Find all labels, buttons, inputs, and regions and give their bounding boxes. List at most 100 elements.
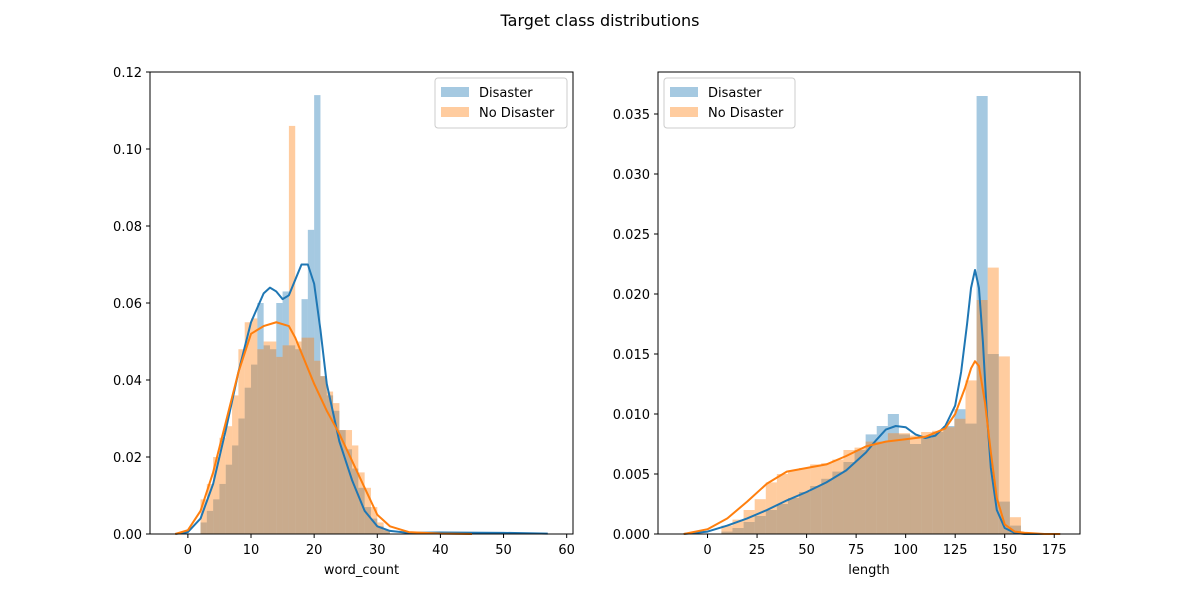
histogram-bar <box>943 426 955 534</box>
histogram-bar <box>987 267 999 534</box>
histogram-bar <box>333 403 340 534</box>
histogram-bar <box>898 433 911 534</box>
histogram-bar <box>810 464 822 534</box>
x-tick-label: 25 <box>749 543 766 558</box>
histogram-bar <box>352 468 359 534</box>
histogram-bar <box>326 391 334 534</box>
histogram-bar <box>206 510 214 534</box>
x-tick-label: 125 <box>943 543 968 558</box>
histogram-bar <box>799 492 811 534</box>
legend-swatch <box>441 107 469 117</box>
histogram-bar <box>965 423 977 534</box>
histogram-bar <box>887 433 899 534</box>
histogram-bar <box>282 345 289 534</box>
histogram-bar <box>364 487 371 534</box>
histogram-bar <box>821 478 833 534</box>
kde-line-disaster <box>175 263 548 535</box>
histogram-bar <box>965 380 977 534</box>
histogram-bar <box>364 507 371 534</box>
histogram-bar <box>865 434 877 534</box>
y-tick-label: 0.035 <box>613 108 650 123</box>
histogram-bar <box>854 447 866 534</box>
legend-box <box>434 77 568 129</box>
histogram-bar <box>976 96 988 534</box>
histogram-bar <box>910 435 922 534</box>
histogram-series-disaster <box>721 96 1021 534</box>
histogram-bar <box>269 349 277 534</box>
histogram-bar <box>865 441 877 534</box>
histogram-series-no-disaster <box>721 267 1021 534</box>
histogram-bar <box>921 432 933 534</box>
histogram-bar <box>721 525 733 534</box>
histogram-bar <box>954 409 966 534</box>
y-tick-label: 0.02 <box>113 451 142 466</box>
y-tick-label: 0.010 <box>613 408 650 423</box>
y-tick-label: 0.000 <box>613 528 650 543</box>
histogram-bar <box>732 519 744 534</box>
histogram-bar <box>213 499 220 534</box>
histogram-bar <box>206 483 214 534</box>
histogram-bar <box>225 464 233 534</box>
histogram-bar <box>932 432 944 534</box>
histogram-bar <box>219 483 226 534</box>
x-tick-label: 0 <box>184 543 192 558</box>
legend-label: Disaster <box>708 86 762 101</box>
histogram-bar <box>754 516 766 534</box>
histogram-bar <box>333 410 340 534</box>
kde-line-no-disaster <box>683 360 1061 535</box>
histogram-bar <box>288 345 296 534</box>
figure-title: Target class distributions <box>500 11 700 30</box>
histogram-bar <box>345 449 353 534</box>
x-tick-label: 0 <box>703 543 711 558</box>
histogram-bar <box>810 486 822 534</box>
histogram-bar <box>251 364 258 534</box>
legend-box <box>663 77 796 129</box>
histogram-bar <box>754 499 766 534</box>
histogram-bar <box>787 498 800 534</box>
histogram-bar <box>276 356 283 534</box>
histogram-bar <box>876 441 888 534</box>
legend: Disaster No Disaster <box>663 77 796 129</box>
histogram-bar <box>307 229 315 534</box>
x-tick-label: 40 <box>432 543 449 558</box>
histogram-bar <box>998 356 1010 534</box>
x-tick-label: 75 <box>848 543 865 558</box>
y-tick-label: 0.020 <box>613 288 650 303</box>
x-axis-label: length <box>848 563 889 578</box>
legend-swatch <box>670 107 698 117</box>
histogram-series-disaster <box>200 95 390 534</box>
y-tick-label: 0.10 <box>113 143 142 158</box>
histogram-bar <box>843 450 855 534</box>
y-tick-label: 0.06 <box>113 297 142 312</box>
y-tick-label: 0.005 <box>613 468 650 483</box>
histogram-bar <box>832 459 844 534</box>
histogram-bar <box>776 504 788 534</box>
histogram-bar <box>320 376 327 534</box>
y-tick-label: 0.04 <box>113 374 142 389</box>
histogram-bar <box>1009 525 1021 534</box>
legend-label: Disaster <box>479 86 533 101</box>
histogram-bar <box>232 395 239 534</box>
x-tick-label: 50 <box>495 543 512 558</box>
histogram-bar <box>743 510 755 534</box>
histogram-bar <box>732 528 744 534</box>
histogram-bar <box>244 387 252 534</box>
histogram-bar <box>383 530 390 534</box>
x-tick-label: 175 <box>1042 543 1067 558</box>
histogram-bar <box>932 430 944 534</box>
histogram-bar <box>320 376 327 534</box>
legend-swatch <box>441 87 469 97</box>
x-tick-label: 60 <box>558 543 575 558</box>
histogram-bar <box>1009 517 1021 534</box>
right-chart-panel: 0 25 50 75 100 125 150 175 0.000 0.005 0.010 0.015 0… <box>613 71 1081 578</box>
histogram-bar <box>821 463 833 534</box>
legend-label: No Disaster <box>479 106 555 121</box>
histogram-bar <box>295 341 302 534</box>
kde-line-no-disaster <box>174 321 473 535</box>
histogram-bar <box>263 345 270 534</box>
left-chart-panel: 0 10 20 30 40 50 60 0.00 0.02 0.04 0.06 0.08 0.10 0.1… <box>113 66 575 578</box>
histogram-bar <box>887 414 899 534</box>
x-tick-label: 50 <box>798 543 815 558</box>
y-tick-label: 0.08 <box>113 220 142 235</box>
y-tick-label: 0.00 <box>113 528 142 543</box>
